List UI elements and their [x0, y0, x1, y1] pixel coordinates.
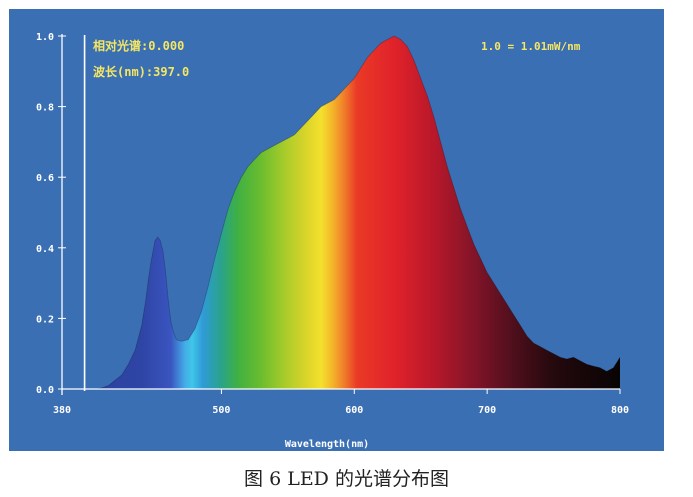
y-tick-label: 0.4 [36, 244, 54, 255]
spectrum-area [62, 35, 621, 390]
y-tick-label: 0.8 [36, 103, 54, 114]
y-tick-label: 0.6 [36, 173, 54, 184]
relative-spectrum-readout: 相对光谱:0.000 [93, 38, 184, 53]
figure-caption: 图 6 LED 的光谱分布图 [244, 468, 449, 490]
spectrum-fill [62, 36, 620, 389]
x-tick-label: 380 [53, 405, 71, 416]
x-tick-label: 500 [212, 405, 230, 416]
chart-axes [58, 34, 621, 395]
x-tick-label: 800 [611, 405, 629, 416]
y-tick-label: 0.0 [36, 385, 54, 396]
spectrum-curve [62, 35, 621, 390]
x-axis-label: Wavelength(nm) [285, 439, 369, 450]
spectrum-chart-frame: 0.0 0.2 0.4 0.6 0.8 1.0 380 500 600 700 800 Wavele… [9, 9, 664, 451]
y-tick-label: 1.0 [36, 32, 54, 43]
wavelength-readout: 波长(nm):397.0 [93, 64, 189, 79]
tick-labels: 0.0 0.2 0.4 0.6 0.8 1.0 380 500 600 700 800 [36, 32, 629, 416]
x-tick-label: 700 [478, 405, 496, 416]
y-tick-label: 0.2 [36, 314, 54, 325]
scale-note: 1.0 = 1.01mW/nm [481, 40, 581, 53]
spectrum-chart: 0.0 0.2 0.4 0.6 0.8 1.0 380 500 600 700 800 Wavele… [9, 9, 664, 451]
x-tick-label: 600 [345, 405, 363, 416]
